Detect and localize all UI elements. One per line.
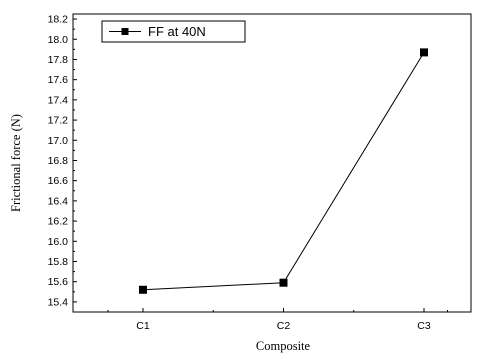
y-tick-label: 15.8: [48, 256, 69, 268]
legend: FF at 40N: [101, 20, 246, 43]
legend-label: FF at 40N: [148, 24, 206, 39]
series-layer: [139, 48, 428, 294]
legend-box: [101, 20, 246, 43]
x-tick-label: C3: [417, 320, 431, 332]
legend-square-marker-icon: [121, 28, 129, 35]
x-tick-label: C2: [277, 320, 291, 332]
x-axis: C1 C2 C3: [107, 308, 448, 332]
data-point-marker: [279, 278, 288, 287]
y-tick-label: 15.6: [48, 276, 69, 288]
y-tick-label: 17.8: [48, 54, 69, 66]
y-axis: 15.4 15.6 15.8 16.0 16.2 16.4 16.6 16.8 17.0 17.2…: [48, 14, 77, 308]
y-tick-label: 16.0: [48, 236, 69, 248]
data-point-marker: [139, 285, 147, 294]
data-point-marker: [420, 48, 428, 57]
y-tick-label: 16.6: [48, 175, 69, 187]
y-axis-title: Frictional force (N): [9, 114, 23, 212]
x-axis-title: Composite: [256, 339, 311, 353]
y-tick-label: 16.8: [48, 155, 69, 167]
y-tick-label: 16.4: [48, 195, 69, 207]
x-tick-label: C1: [136, 320, 150, 332]
y-tick-label: 18.0: [48, 34, 69, 46]
y-tick-label: 17.0: [48, 135, 69, 147]
y-tick-label: 16.2: [48, 216, 69, 228]
plot-area-frame: [72, 13, 472, 313]
y-tick-label: 17.4: [48, 94, 69, 106]
y-tick-label: 18.2: [48, 14, 69, 26]
y-tick-label: 17.6: [48, 74, 69, 86]
y-tick-label: 17.2: [48, 115, 69, 127]
y-tick-label: 15.4: [48, 296, 69, 308]
series-line: [142, 52, 425, 291]
